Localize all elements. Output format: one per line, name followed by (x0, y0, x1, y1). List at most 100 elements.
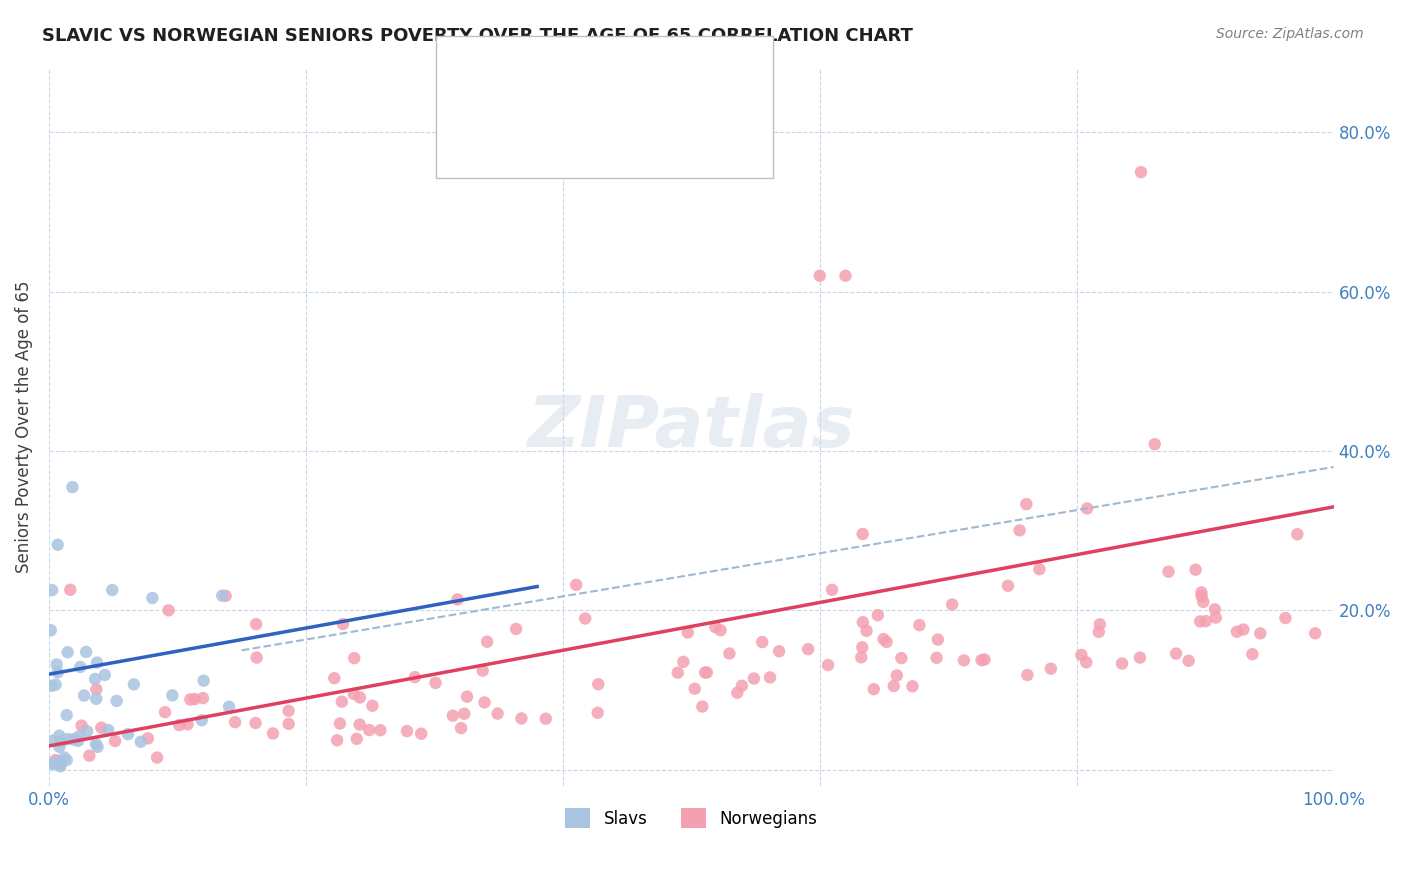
Norwegians (136, 731, 159, 746)
Norwegians (1204, 602, 1226, 616)
Norwegians (574, 611, 596, 625)
Text: SLAVIC VS NORWEGIAN SENIORS POVERTY OVER THE AGE OF 65 CORRELATION CHART: SLAVIC VS NORWEGIAN SENIORS POVERTY OVER… (42, 27, 912, 45)
Slavs (55, 753, 77, 767)
Text: 0.147: 0.147 (555, 45, 607, 62)
Norwegians (759, 670, 782, 684)
Norwegians (330, 695, 353, 709)
Norwegians (821, 582, 844, 597)
Slavs (41, 679, 63, 693)
Slavs (48, 739, 70, 754)
Text: R =: R = (517, 45, 554, 62)
Norwegians (329, 716, 352, 731)
Slavs (41, 583, 63, 598)
Norwegians (326, 733, 349, 747)
Text: ZIPatlas: ZIPatlas (527, 392, 855, 462)
Norwegians (1164, 647, 1187, 661)
Norwegians (852, 615, 875, 630)
Norwegians (1028, 562, 1050, 576)
Norwegians (718, 647, 741, 661)
Slavs (48, 729, 70, 743)
Norwegians (1111, 657, 1133, 671)
Norwegians (104, 734, 127, 748)
Norwegians (446, 592, 468, 607)
Norwegians (1015, 497, 1038, 511)
Norwegians (343, 651, 366, 665)
Slavs (39, 756, 62, 771)
Norwegians (883, 679, 905, 693)
Norwegians (927, 632, 949, 647)
Slavs (48, 756, 70, 770)
Norwegians (86, 682, 108, 697)
Norwegians (866, 608, 889, 623)
Norwegians (349, 690, 371, 705)
Slavs (84, 672, 107, 686)
Text: Source: ZipAtlas.com: Source: ZipAtlas.com (1216, 27, 1364, 41)
Norwegians (46, 755, 69, 769)
Slavs (49, 759, 72, 773)
Text: 0.438: 0.438 (555, 98, 607, 116)
Norwegians (1070, 648, 1092, 662)
Slavs (51, 734, 73, 748)
Norwegians (505, 622, 527, 636)
Norwegians (90, 721, 112, 735)
Norwegians (1241, 647, 1264, 661)
Norwegians (349, 717, 371, 731)
Slavs (193, 673, 215, 688)
Norwegians (346, 731, 368, 746)
Norwegians (1076, 656, 1098, 670)
Norwegians (1143, 437, 1166, 451)
Slavs (46, 665, 69, 680)
Norwegians (1129, 650, 1152, 665)
Norwegians (70, 718, 93, 732)
Slavs (67, 734, 90, 748)
Norwegians (890, 651, 912, 665)
Norwegians (953, 653, 976, 667)
Slavs (191, 713, 214, 727)
Norwegians (851, 640, 873, 655)
Slavs (162, 689, 184, 703)
Norwegians (510, 711, 533, 725)
Slavs (211, 589, 233, 603)
Norwegians (1192, 595, 1215, 609)
Norwegians (411, 727, 433, 741)
Norwegians (456, 690, 478, 704)
Legend: Slavs, Norwegians: Slavs, Norwegians (558, 801, 824, 835)
Norwegians (908, 618, 931, 632)
Norwegians (450, 721, 472, 735)
Norwegians (179, 692, 201, 706)
Norwegians (59, 582, 82, 597)
Norwegians (343, 687, 366, 701)
Norwegians (725, 686, 748, 700)
Norwegians (441, 708, 464, 723)
Slavs (75, 645, 97, 659)
Norwegians (666, 665, 689, 680)
Norwegians (1232, 623, 1254, 637)
Norwegians (751, 635, 773, 649)
Norwegians (1205, 610, 1227, 624)
Norwegians (169, 718, 191, 732)
Norwegians (886, 668, 908, 682)
Norwegians (471, 664, 494, 678)
Slavs (46, 538, 69, 552)
Text: 46: 46 (630, 45, 652, 62)
Norwegians (1303, 626, 1326, 640)
Norwegians (1157, 565, 1180, 579)
Slavs (84, 691, 107, 706)
Norwegians (1189, 615, 1212, 629)
Slavs (76, 724, 98, 739)
Y-axis label: Seniors Poverty Over the Age of 65: Seniors Poverty Over the Age of 65 (15, 281, 32, 574)
Norwegians (44, 753, 66, 767)
Norwegians (872, 632, 894, 646)
Slavs (101, 582, 124, 597)
Slavs (117, 727, 139, 741)
Norwegians (214, 589, 236, 603)
Norwegians (676, 625, 699, 640)
Norwegians (425, 676, 447, 690)
Slavs (56, 732, 79, 747)
Norwegians (709, 624, 731, 638)
Norwegians (453, 706, 475, 721)
Slavs (67, 730, 90, 744)
Slavs (39, 624, 62, 638)
Norwegians (370, 723, 392, 738)
Norwegians (1088, 617, 1111, 632)
